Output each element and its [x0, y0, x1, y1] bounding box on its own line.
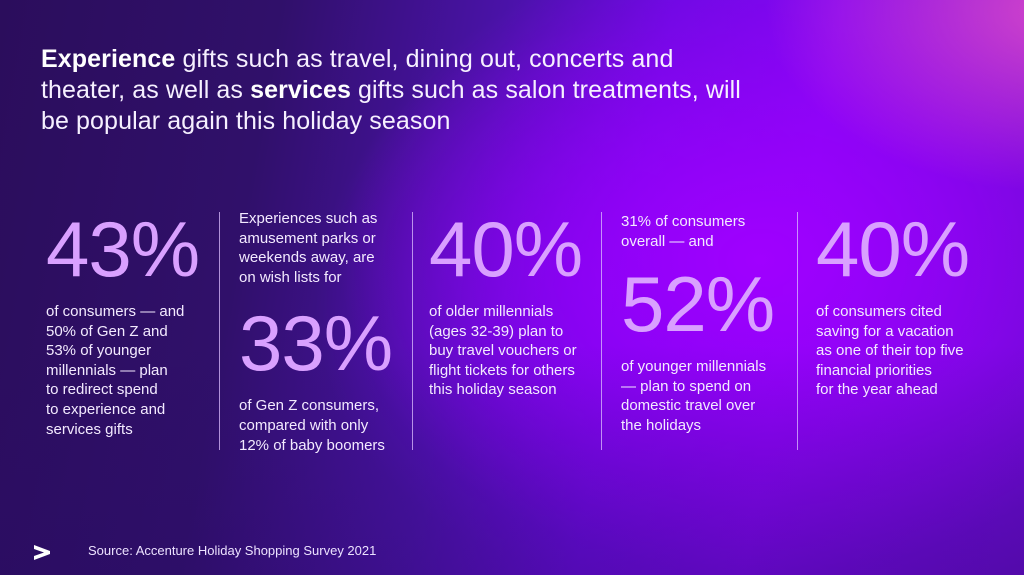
stat-value: 52%: [621, 260, 775, 349]
column-divider: [219, 212, 220, 450]
stat-description: of Gen Z consumers, compared with only 1…: [239, 397, 385, 454]
stat-description: of younger millennials — plan to spend o…: [621, 358, 767, 434]
stat-value: 40%: [429, 205, 583, 293]
stat-preface: 31% of consumers overall — and: [621, 213, 746, 250]
column-divider: [412, 212, 413, 450]
stat-description: of older millennials (ages 32-39) plan t…: [429, 303, 577, 399]
stat-value: 40%: [816, 205, 970, 293]
headline-bold-services: services: [250, 76, 351, 104]
stat-column-1: 43% of consumers — and 50% of Gen Z and …: [46, 205, 200, 439]
column-divider: [797, 212, 798, 450]
stat-column-2: Experiences such as amusement parks or w…: [239, 209, 393, 455]
stat-column-3: 40% of older millennials (ages 32-39) pl…: [429, 205, 583, 400]
stat-description: of consumers cited saving for a vacation…: [816, 303, 964, 399]
stat-column-4: 31% of consumers overall — and 52% of yo…: [621, 212, 775, 436]
headline-text-2: gifts such as salon treatments, will be …: [41, 76, 741, 135]
stat-description: of consumers — and 50% of Gen Z and 53% …: [46, 303, 185, 438]
source-citation: Source: Accenture Holiday Shopping Surve…: [88, 543, 377, 558]
stat-value: 43%: [46, 205, 200, 293]
stat-column-5: 40% of consumers cited saving for a vaca…: [816, 205, 970, 400]
stat-value: 33%: [239, 299, 393, 388]
headline-bold-experience: Experience: [41, 45, 176, 73]
headline-text-1: gifts such as travel, dining out, concer…: [41, 45, 674, 104]
column-divider: [601, 212, 602, 450]
stat-preface: Experiences such as amusement parks or w…: [239, 210, 378, 286]
headline: Experience gifts such as travel, dining …: [41, 44, 741, 137]
accenture-chevron-icon: [33, 543, 51, 561]
